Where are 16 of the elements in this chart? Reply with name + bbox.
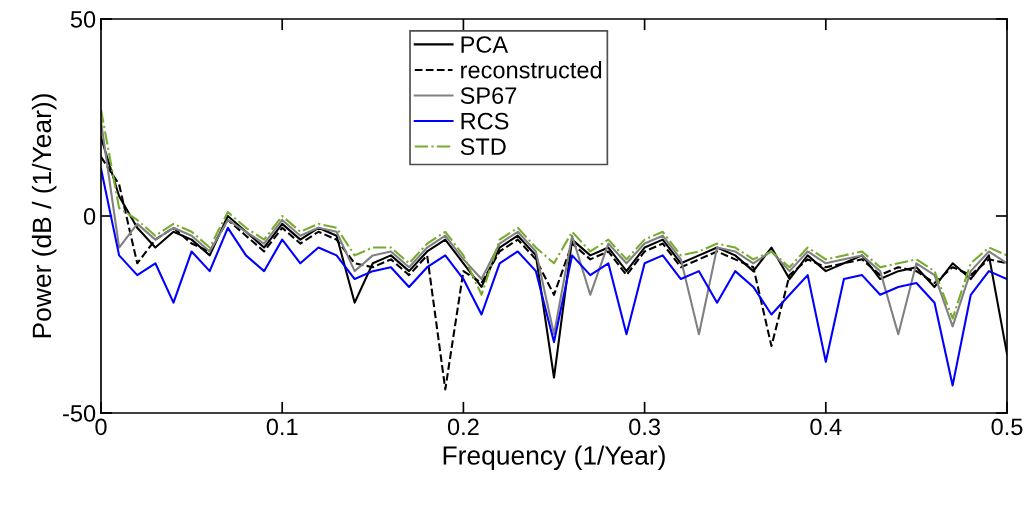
x-tick-label: 0.3: [629, 418, 660, 436]
x-tick-label: 0.5: [991, 418, 1023, 436]
x-tick-label: 0: [95, 418, 107, 436]
y-tick-label: 0: [83, 208, 96, 225]
y-tick-label: 50: [70, 11, 96, 28]
legend-label: SP67: [460, 87, 517, 104]
y-tick-label: -50: [63, 405, 96, 422]
x-tick-label: 0.2: [447, 418, 479, 436]
legend-label: STD: [460, 138, 506, 156]
legend-label: RCS: [461, 112, 509, 130]
legend-label: PCA: [461, 36, 509, 53]
x-tick-label: 0.4: [810, 418, 842, 436]
y-axis-title: Power (dB / (1/Year)): [31, 94, 57, 338]
x-axis-title: Frequency (1/Year): [443, 445, 665, 471]
x-tick-label: 0.1: [266, 418, 298, 436]
legend-label: reconstructed: [461, 61, 602, 79]
